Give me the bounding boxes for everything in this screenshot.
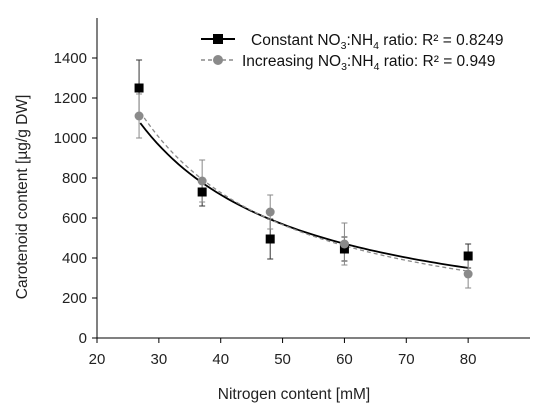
legend: Constant NO3:NH4 ratio: R² = 0.8249 Incr…	[201, 32, 504, 73]
legend-marker-circle	[213, 55, 223, 65]
y-tick-label: 0	[79, 330, 87, 347]
y-tick-label: 1200	[54, 90, 87, 107]
data-point-square	[134, 83, 144, 93]
x-tick-label: 50	[274, 351, 291, 368]
x-axis-title: Nitrogen content [mM]	[218, 386, 370, 403]
x-tick-label: 40	[212, 351, 229, 368]
data-point-square	[265, 234, 275, 244]
legend-item-increasing: Increasing NO3:NH4 ratio: R² = 0.949	[201, 53, 495, 73]
y-tick-label: 400	[62, 250, 87, 267]
trend-line-increasing	[139, 111, 469, 272]
x-tick-label: 60	[336, 351, 353, 368]
x-ticks: 20 30 40 50 60 70 80	[89, 338, 477, 368]
y-tick-label: 800	[62, 170, 87, 187]
data-point-circle	[265, 207, 275, 217]
y-axis-title: Carotenoid content [µg/g DW]	[14, 95, 31, 300]
y-tick-label: 1400	[54, 50, 87, 67]
data-point-circle	[134, 111, 144, 121]
legend-item-constant: Constant NO3:NH4 ratio: R² = 0.8249	[201, 32, 504, 52]
data-point-circle	[197, 176, 207, 186]
x-tick-label: 80	[460, 351, 477, 368]
data-point-circle	[339, 239, 349, 249]
x-tick-label: 70	[398, 351, 415, 368]
y-tick-label: 600	[62, 210, 87, 227]
legend-label-increasing: Increasing NO3:NH4 ratio: R² = 0.949	[242, 53, 495, 73]
data-markers	[134, 83, 473, 279]
x-tick-label: 30	[151, 351, 168, 368]
legend-marker-square	[213, 34, 223, 44]
data-point-square	[463, 251, 473, 261]
x-tick-label: 20	[89, 351, 106, 368]
y-tick-label: 200	[62, 290, 87, 307]
data-point-square	[339, 244, 349, 254]
legend-label-constant: Constant NO3:NH4 ratio: R² = 0.8249	[251, 32, 504, 52]
error-bars	[136, 59, 472, 289]
data-point-circle	[463, 269, 473, 279]
data-point-square	[197, 187, 207, 197]
trend-lines	[139, 111, 469, 272]
y-ticks: 0 200 400 600 800 1000 1200 1400	[54, 50, 97, 347]
y-tick-label: 1000	[54, 130, 87, 147]
trend-line-constant	[139, 122, 469, 269]
